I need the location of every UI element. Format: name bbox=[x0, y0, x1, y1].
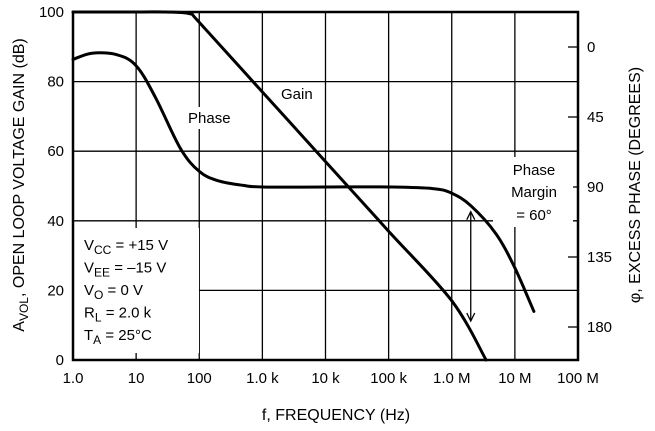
y-tick-label: 0 bbox=[56, 352, 64, 369]
y2-tick-label: 0 bbox=[587, 39, 595, 56]
phase-label-background bbox=[184, 107, 234, 129]
x-tick-label: 100 k bbox=[370, 370, 407, 387]
x-tick-label: 100 bbox=[187, 370, 212, 387]
condition-line: RL = 2.0 k bbox=[84, 305, 152, 325]
plot-frame bbox=[71, 10, 580, 362]
y2-tick-label: 45 bbox=[587, 109, 604, 126]
x-axis-title: f, FREQUENCY (Hz) bbox=[262, 407, 410, 424]
gain-label-background bbox=[276, 83, 314, 105]
x-tick-label: 1.0 bbox=[63, 370, 84, 387]
y2-axis-title: φ, EXCESS PHASE (DEGREES) bbox=[627, 67, 644, 303]
y-tick-label: 60 bbox=[47, 143, 64, 160]
phase-label: Phase bbox=[188, 110, 231, 127]
gain-label: Gain bbox=[281, 86, 313, 103]
tick-labels: 1.0 10 100 1.0 k 10 k 100 k 1.0 M 10 M 100 M 0 20 4… bbox=[39, 4, 612, 387]
conditions-box-background bbox=[73, 228, 199, 353]
annotations: Gain Phase Phase Margin = 60° bbox=[184, 83, 573, 323]
phase-margin-label-line2: Margin bbox=[511, 184, 557, 201]
y-tick-label: 40 bbox=[47, 213, 64, 230]
y-axis-title: AVOL, OPEN LOOP VOLTAGE GAIN (dB) bbox=[11, 38, 31, 331]
x-tick-label: 10 M bbox=[498, 370, 531, 387]
phase-margin-arrow-head-top bbox=[466, 210, 476, 220]
condition-line: VCC = +15 V bbox=[84, 237, 168, 257]
x-tick-label: 1.0 k bbox=[246, 370, 279, 387]
phase-margin-arrow bbox=[466, 210, 476, 323]
phase-margin-arrow-head-bottom bbox=[466, 312, 476, 323]
y2-tick-label: 180 bbox=[587, 319, 612, 336]
x-tick-label: 10 bbox=[128, 370, 145, 387]
condition-line: VEE = –15 V bbox=[84, 260, 166, 280]
y-tick-label: 20 bbox=[47, 282, 64, 299]
x-tick-label: 10 k bbox=[311, 370, 340, 387]
x-tick-label: 100 M bbox=[557, 370, 599, 387]
phase-margin-label-line3: = 60° bbox=[516, 207, 552, 224]
y-tick-label: 80 bbox=[47, 74, 64, 91]
phase-margin-label-line1: Phase bbox=[513, 162, 556, 179]
conditions-box: VCC = +15 V VEE = –15 VVO = 0 V RL = 2.0 k… bbox=[73, 228, 199, 353]
phase-margin-label-background bbox=[493, 157, 573, 227]
y2-tick-label: 135 bbox=[587, 249, 612, 266]
x-tick-label: 1.0 M bbox=[433, 370, 471, 387]
condition-line: VO = 0 V bbox=[84, 282, 143, 302]
y2-tick-label: 90 bbox=[587, 179, 604, 196]
phase-curve bbox=[71, 51, 536, 313]
y-tick-label: 100 bbox=[39, 4, 64, 21]
condition-line: TA = 25°C bbox=[84, 327, 152, 347]
